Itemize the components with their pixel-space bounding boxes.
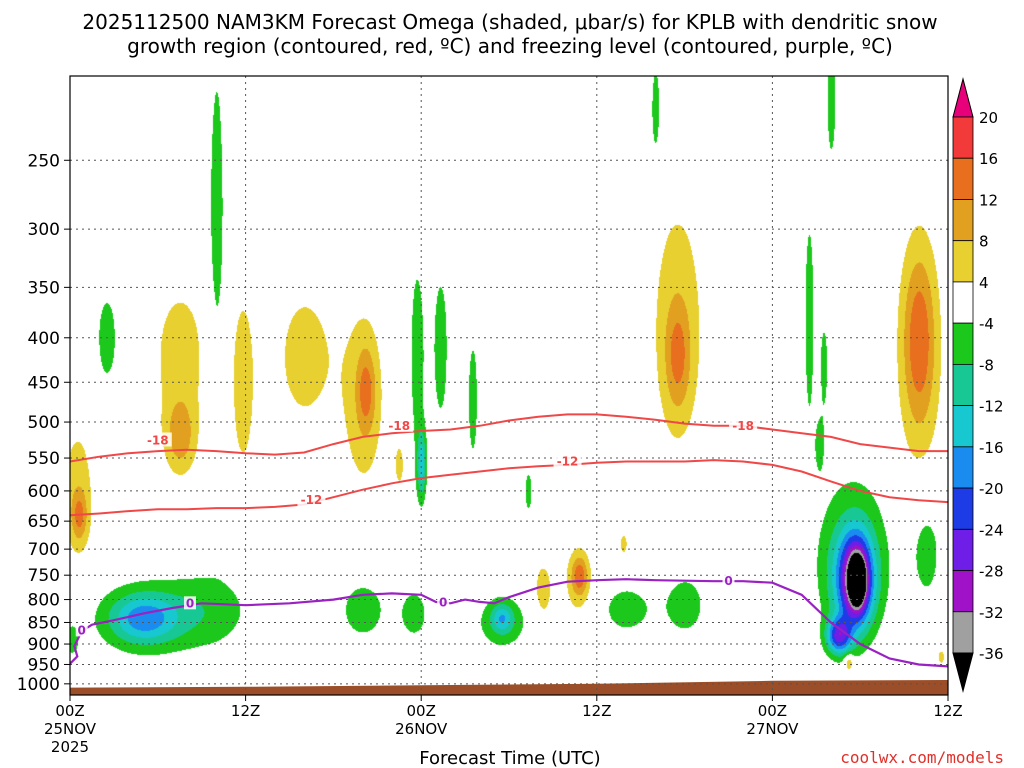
y-tick-label: 650 xyxy=(28,512,60,532)
freezing-label-bg xyxy=(75,623,88,637)
colorbar-label: -16 xyxy=(979,439,1004,457)
y-tick-label: 750 xyxy=(28,566,60,586)
terrain-fill xyxy=(70,680,948,695)
y-tick-label: 400 xyxy=(28,329,60,349)
dgz-contour-label: -18 xyxy=(732,419,754,433)
colorbar-bin xyxy=(952,157,974,200)
colorbar-bin xyxy=(952,611,974,654)
freezing-level-label: 0 xyxy=(724,574,732,588)
colorbar-label: 12 xyxy=(979,191,998,209)
colorbar-label: 4 xyxy=(979,274,989,292)
colorbar-bin xyxy=(952,363,974,407)
colorbar-bin xyxy=(952,570,974,613)
chart-title: 2025112500 NAM3KM Forecast Omega (shaded… xyxy=(82,10,937,58)
dgz-label-bg xyxy=(553,453,582,468)
colorbar-label: -12 xyxy=(979,398,1004,416)
y-tick-label: 300 xyxy=(28,220,60,240)
x-tick-label: 12Z xyxy=(231,702,260,720)
x-tick-label: 00Z xyxy=(55,702,84,720)
dgz-label-bg xyxy=(297,492,326,507)
colorbar-label: -20 xyxy=(979,480,1004,498)
colorbar: 20 16 12 8 4 -4 -8 -12 -16 -20 -24 -28 -32 -36 xyxy=(952,77,1004,693)
freezing-level-label: 0 xyxy=(78,623,86,637)
dgz-contour-label: -12 xyxy=(557,454,579,468)
x-tick-label: 12Z xyxy=(933,702,962,720)
colorbar-label: -4 xyxy=(979,315,994,333)
freezing-label-bg xyxy=(183,596,196,610)
colorbar-bin xyxy=(952,528,974,571)
colorbar-bottom-triangle xyxy=(952,652,974,693)
y-tick-label: 250 xyxy=(28,151,60,171)
x-axis-label: Forecast Time (UTC) xyxy=(419,748,600,768)
omega-shading xyxy=(70,76,948,695)
colorbar-label: -36 xyxy=(979,645,1004,663)
colorbar-bin xyxy=(952,405,974,448)
dgz-contour-label: -12 xyxy=(301,493,323,507)
title-line-2: growth region (contoured, red, ºC) and f… xyxy=(127,34,893,58)
y-tick-label: 550 xyxy=(28,449,60,469)
freezing-level-label: 0 xyxy=(439,595,447,609)
freezing-label-bg xyxy=(722,574,735,588)
y-tick-label: 850 xyxy=(28,613,60,633)
y-tick-label: 700 xyxy=(28,540,60,560)
x-tick-label: 00Z xyxy=(407,702,436,720)
freezing-label-bg xyxy=(437,595,450,609)
x-tick-label: 2025 xyxy=(51,738,89,756)
dgz-label-bg xyxy=(385,417,414,432)
colorbar-bin xyxy=(952,199,974,242)
x-tick-label: 12Z xyxy=(582,702,611,720)
dgz-contour-1 xyxy=(69,459,949,517)
y-axis: 2503003504004505005506006507007508008509… xyxy=(17,151,70,695)
freezing-level-label: 0 xyxy=(186,596,194,610)
x-tick-label: 26NOV xyxy=(395,720,448,738)
colorbar-bin xyxy=(952,281,974,324)
colorbar-bin xyxy=(952,240,974,283)
colorbar-label: 20 xyxy=(979,109,998,127)
colorbar-label: -8 xyxy=(979,356,994,374)
dgz-label-bg xyxy=(143,432,172,447)
y-tick-label: 500 xyxy=(28,413,60,433)
plot-frame xyxy=(69,75,949,696)
dgz-contour-label: -18 xyxy=(147,433,169,447)
colorbar-bin xyxy=(952,446,974,489)
dgz-contour-0 xyxy=(69,413,948,463)
x-tick-label: 00Z xyxy=(758,702,787,720)
y-tick-label: 800 xyxy=(28,591,60,611)
freezing-level-contour xyxy=(69,578,949,668)
y-tick-label: 350 xyxy=(28,278,60,298)
colorbar-label: -32 xyxy=(979,604,1004,622)
y-tick-label: 950 xyxy=(28,655,60,675)
dgz-contour-label: -18 xyxy=(388,419,410,433)
y-tick-label: 450 xyxy=(28,373,60,393)
y-tick-label: 600 xyxy=(28,482,60,502)
colorbar-bin xyxy=(952,487,974,530)
colorbar-bin xyxy=(952,322,974,365)
colorbar-label: 8 xyxy=(979,233,989,251)
x-tick-label: 27NOV xyxy=(746,720,799,738)
colorbar-label: 16 xyxy=(979,150,998,168)
colorbar-bin xyxy=(952,116,974,159)
plot-area: -18 -18 -18 -12 -12 0 0 0 0 xyxy=(69,75,949,696)
y-tick-label: 1000 xyxy=(17,675,60,695)
credit-text: coolwx.com/models xyxy=(840,748,1004,767)
title-line-1: 2025112500 NAM3KM Forecast Omega (shaded… xyxy=(82,10,937,34)
x-tick-label: 25NOV xyxy=(44,720,97,738)
dgz-label-bg xyxy=(729,417,758,432)
colorbar-label: -24 xyxy=(979,521,1004,539)
colorbar-label: -28 xyxy=(979,563,1004,581)
y-tick-label: 900 xyxy=(28,635,60,655)
